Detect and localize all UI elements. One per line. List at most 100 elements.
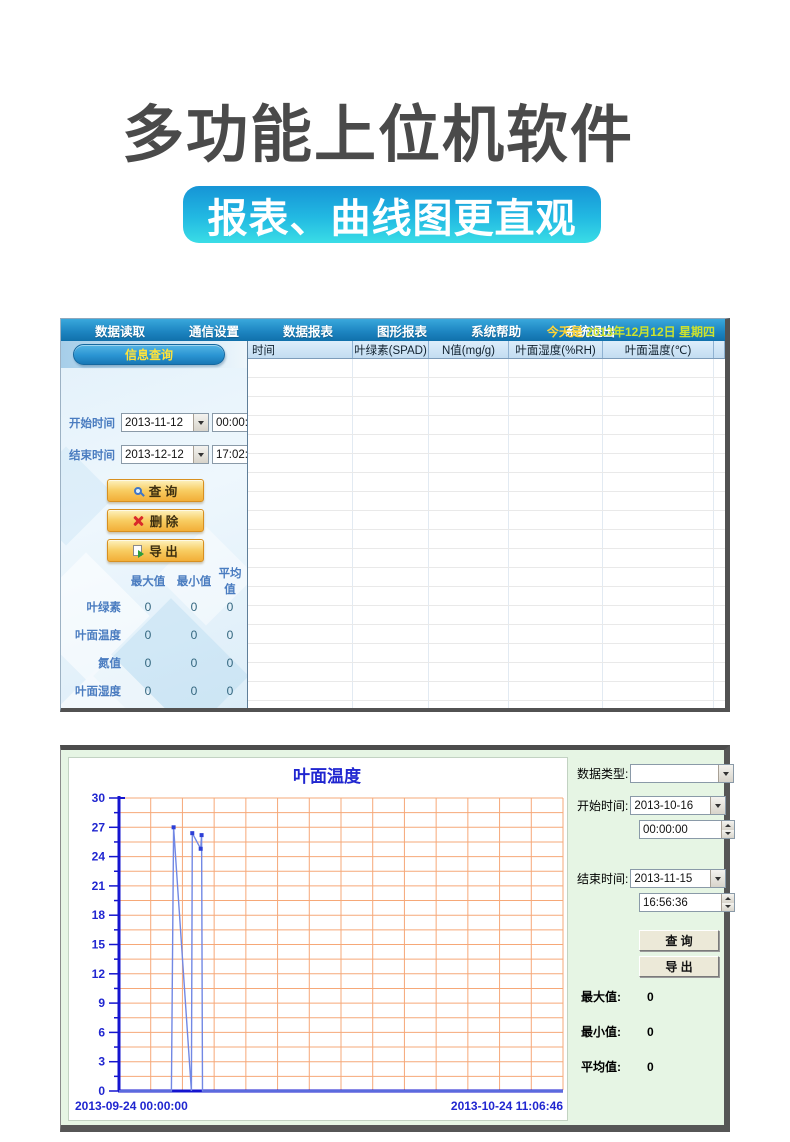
svg-text:0: 0 xyxy=(98,1084,105,1098)
hero-title: 多功能上位机软件 xyxy=(122,101,635,170)
datatype-dropdown-icon[interactable] xyxy=(718,765,734,782)
chart-control-panel: 数据类型: 开始时间: 2013-10-16 00:00:00 xyxy=(577,750,735,1125)
stats-row: 叶面湿度 0 0 0 xyxy=(75,684,234,698)
chart-title: 叶面温度 xyxy=(293,766,362,786)
stats-header: 最大值 xyxy=(130,576,166,588)
chart-start-date-dropdown-icon[interactable] xyxy=(710,797,726,814)
data-table: 时间 叶绿素(SPAD) N值(mg/g) 叶面湿度(%RH) 叶面温度(℃) xyxy=(248,341,725,708)
end-time-label: 结束时间 xyxy=(69,449,115,462)
stats-row: 叶面温度 0 0 0 xyxy=(75,628,234,642)
today-label: 今天是 xyxy=(546,325,583,339)
end-date-picker[interactable]: 2013-12-12 xyxy=(121,445,209,464)
table-row xyxy=(248,644,725,663)
chart-end-date-picker[interactable]: 2013-11-15 xyxy=(630,869,727,888)
hero-badge: 报表、曲线图更直观 xyxy=(183,186,601,243)
table-window: 数据读取 通信设置 数据报表 图形报表 系统帮助 系统退出 今天是 2013年12月12日… xyxy=(60,318,730,712)
export-button[interactable]: 导 出 xyxy=(107,539,204,562)
stats-header: 平均值 xyxy=(218,568,242,596)
search-icon xyxy=(133,486,142,495)
chart-end-time: 16:56:36 xyxy=(643,896,688,909)
start-date-value: 2013-11-12 xyxy=(125,416,183,429)
today-date: 今天是 2013年12月12日 星期四 xyxy=(547,323,715,340)
chart-start-time-picker[interactable]: 00:00:00 xyxy=(639,820,735,839)
column-header-2: N值(mg/g) xyxy=(429,341,509,358)
table-row xyxy=(248,511,725,530)
table-row xyxy=(248,359,725,378)
end-time-picker[interactable]: 17:02:16 xyxy=(212,445,248,464)
stats-header: 最小值 xyxy=(176,576,212,588)
table-row xyxy=(248,397,725,416)
x-axis-start-label: 2013-09-24 00:00:00 xyxy=(75,1099,188,1113)
svg-text:12: 12 xyxy=(92,967,106,981)
menu-items: 数据读取 通信设置 数据报表 图形报表 系统帮助 系统退出 xyxy=(95,321,659,340)
end-time-row: 结束时间 2013-12-12 17:02:16 xyxy=(69,445,248,464)
chart-start-time: 00:00:00 xyxy=(643,823,688,836)
table-row xyxy=(248,568,725,587)
menu-item-3[interactable]: 图形报表 xyxy=(377,324,428,339)
menu-item-0[interactable]: 数据读取 xyxy=(95,324,146,339)
menu-item-4[interactable]: 系统帮助 xyxy=(471,324,522,339)
chart-start-time-row: 00:00:00 xyxy=(639,820,735,839)
table-row xyxy=(248,549,725,568)
menu-item-1[interactable]: 通信设置 xyxy=(189,324,240,339)
svg-text:3: 3 xyxy=(98,1055,105,1069)
table-row xyxy=(248,378,725,397)
today-value: 2013年12月12日 星期四 xyxy=(586,325,715,339)
query-button[interactable]: 查 询 xyxy=(107,479,204,502)
table-row xyxy=(248,473,725,492)
end-date-dropdown-icon[interactable] xyxy=(193,446,208,463)
stats-row: 氮值 0 0 0 xyxy=(98,656,234,670)
chart-max-stat: 最大值: 0 xyxy=(581,990,654,1004)
chart-start-date-picker[interactable]: 2013-10-16 xyxy=(630,796,727,815)
start-date-dropdown-icon[interactable] xyxy=(193,414,208,431)
chart-end-time-picker[interactable]: 16:56:36 xyxy=(639,893,735,912)
chart-end-date-dropdown-icon[interactable] xyxy=(710,870,726,887)
x-axis-end-label: 2013-10-24 11:06:46 xyxy=(451,1099,563,1113)
start-date-picker[interactable]: 2013-11-12 xyxy=(121,413,209,432)
table-row xyxy=(248,606,725,625)
start-time-row: 开始时间 2013-11-12 00:00:00 xyxy=(69,413,248,432)
table-row xyxy=(248,492,725,511)
query-button-label: 查 询 xyxy=(148,485,178,499)
column-header-3: 叶面湿度(%RH) xyxy=(509,341,603,358)
chart-query-button[interactable]: 查 询 xyxy=(639,930,719,951)
tab-info-query[interactable]: 信息查询 xyxy=(73,344,225,365)
stats-summary: 最大值 最小值 平均值 叶绿素 0 0 0 叶面温度 0 0 0 氮值 0 0 0 叶面湿度 0 0 0 xyxy=(67,565,243,705)
start-time-value: 00:00:00 xyxy=(216,416,248,429)
menu-item-5[interactable]: 系统退出 xyxy=(565,324,616,339)
chart-avg-stat: 平均值: 0 xyxy=(581,1060,654,1074)
table-row xyxy=(248,435,725,454)
chart-start-date: 2013-10-16 xyxy=(634,799,694,812)
chart-end-label: 结束时间: xyxy=(577,872,629,886)
column-header-4: 叶面温度(℃) xyxy=(603,341,714,358)
chart-export-button-label: 导 出 xyxy=(665,960,693,974)
chart-query-button-label: 查 询 xyxy=(665,934,693,948)
table-row xyxy=(248,587,725,606)
delete-button-label: 删 除 xyxy=(149,515,179,529)
chart-window: 0 3 6 9 12 15 18 21 24 27 30 叶面温度 2013-09-24 00:00:0… xyxy=(60,745,735,1132)
start-time-label: 开始时间 xyxy=(69,417,115,430)
svg-text:30: 30 xyxy=(92,791,106,805)
end-date-value: 2013-12-12 xyxy=(125,448,184,461)
chart-start-time-spinner[interactable] xyxy=(721,821,734,838)
datatype-select[interactable] xyxy=(630,764,735,783)
chart-export-button[interactable]: 导 出 xyxy=(639,956,719,977)
menu-item-2[interactable]: 数据报表 xyxy=(283,324,334,339)
end-time-value: 17:02:16 xyxy=(216,448,248,461)
delete-button[interactable]: 删 除 xyxy=(107,509,204,532)
table-row xyxy=(248,625,725,644)
column-header-filler xyxy=(714,341,725,358)
start-time-picker[interactable]: 00:00:00 xyxy=(212,413,248,432)
table-row xyxy=(248,416,725,435)
export-doc-icon xyxy=(133,545,145,558)
column-header-1: 叶绿素(SPAD) xyxy=(353,341,429,358)
svg-text:24: 24 xyxy=(92,850,106,864)
chart-end-time-spinner[interactable] xyxy=(721,894,734,911)
export-button-label: 导 出 xyxy=(149,545,178,559)
svg-text:6: 6 xyxy=(98,1025,105,1039)
chart-end-date: 2013-11-15 xyxy=(634,872,693,885)
temperature-chart: 0 3 6 9 12 15 18 21 24 27 30 叶面温度 2013-09-24 00:00:0… xyxy=(68,757,568,1121)
chart-start-row: 开始时间: 2013-10-16 xyxy=(577,796,727,815)
svg-text:15: 15 xyxy=(92,938,106,952)
